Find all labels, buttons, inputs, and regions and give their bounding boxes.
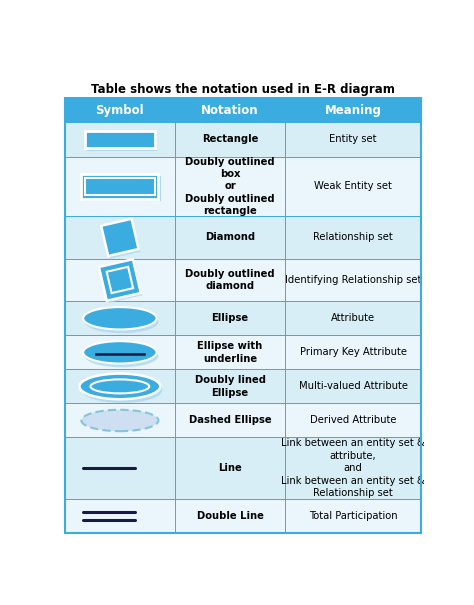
Bar (85, 131, 155, 148)
Polygon shape (101, 261, 143, 303)
Bar (85, 178, 155, 195)
Polygon shape (103, 221, 140, 259)
Bar (87, 134, 157, 151)
Bar (83, 176, 161, 201)
Bar (65, 301, 421, 335)
Ellipse shape (85, 345, 158, 367)
Text: Diamond: Diamond (205, 232, 255, 243)
Polygon shape (107, 267, 133, 293)
Text: Weak Entity set: Weak Entity set (314, 182, 392, 191)
Bar (65, 437, 421, 499)
Ellipse shape (82, 410, 158, 431)
Text: Symbol: Symbol (96, 104, 144, 117)
Bar (65, 335, 421, 370)
Polygon shape (101, 219, 138, 256)
Ellipse shape (82, 378, 163, 403)
Bar (65, 370, 421, 404)
Text: Identifying Relationship set: Identifying Relationship set (285, 275, 421, 285)
Text: Notation: Notation (201, 104, 259, 117)
Text: Entity set: Entity set (329, 134, 377, 145)
Text: Link between an entity set &
attribute,
and
Link between an entity set &
Relatio: Link between an entity set & attribute, … (281, 439, 425, 498)
Bar (82, 174, 158, 198)
Bar (65, 499, 421, 533)
Text: Line: Line (218, 463, 242, 473)
Text: Double Line: Double Line (197, 511, 264, 521)
Bar (65, 216, 421, 259)
Ellipse shape (91, 379, 149, 393)
Text: Doubly outlined
box
or
Doubly outlined
rectangle: Doubly outlined box or Doubly outlined r… (185, 157, 275, 216)
Text: Relationship set: Relationship set (313, 232, 393, 243)
Text: Rectangle: Rectangle (202, 134, 258, 145)
Text: Primary Key Attribute: Primary Key Attribute (300, 347, 407, 358)
Bar (65, 122, 421, 157)
Text: Table shows the notation used in E-R diagram: Table shows the notation used in E-R dia… (91, 83, 395, 96)
Text: Total Participation: Total Participation (309, 511, 397, 521)
Text: Ellipse with
underline: Ellipse with underline (198, 341, 263, 364)
Polygon shape (99, 259, 141, 301)
Text: Doubly lined
Ellipse: Doubly lined Ellipse (194, 375, 265, 397)
Bar (65, 98, 421, 122)
Ellipse shape (80, 374, 160, 399)
Bar (65, 404, 421, 437)
Text: Ellipse: Ellipse (211, 313, 249, 323)
Ellipse shape (83, 307, 156, 330)
Text: Attribute: Attribute (331, 313, 375, 323)
Ellipse shape (83, 341, 156, 364)
Text: Derived Attribute: Derived Attribute (310, 416, 396, 425)
Text: Dashed Ellipse: Dashed Ellipse (189, 416, 272, 425)
Ellipse shape (85, 311, 158, 333)
Text: Meaning: Meaning (325, 104, 382, 117)
Bar (65, 157, 421, 216)
Text: Multi-valued Attribute: Multi-valued Attribute (299, 381, 408, 391)
Text: Doubly outlined
diamond: Doubly outlined diamond (185, 269, 275, 291)
Bar (65, 259, 421, 301)
